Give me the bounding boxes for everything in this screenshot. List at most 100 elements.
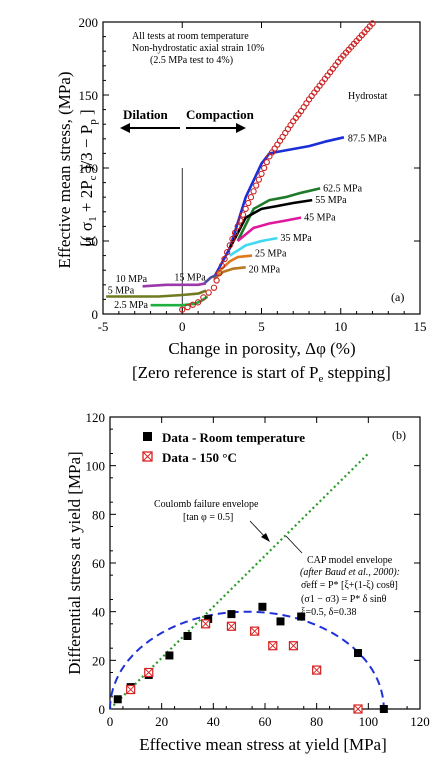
panel-a-label: (a): [391, 290, 404, 304]
hydrostat-marker: [234, 223, 241, 230]
hydrostat-marker: [258, 170, 265, 177]
y-tick-label-a-2: 100: [79, 161, 99, 176]
high-temperature-point: [250, 626, 260, 636]
x-tick-label-b-3: 60: [259, 714, 272, 729]
high-temperature-point-cross: [126, 685, 135, 694]
y-tick-label-a-0: 0: [92, 307, 99, 322]
hydrostat-marker: [189, 301, 196, 308]
room-temperature-point: [276, 617, 285, 626]
chart-b-y-label: Differential stress at yield [MPa]: [65, 451, 84, 674]
chart-a-y-label: Effective mean stress, (MPa): [55, 71, 74, 268]
series-line-10-MPa: [142, 282, 207, 288]
series-label-20-MPa: 20 MPa: [249, 264, 281, 275]
chart-b-points: [113, 602, 388, 714]
legend-room-temperature: Data - Room temperature: [162, 430, 305, 445]
series-line-5-MPa: [106, 289, 207, 298]
series-label-45-MPa: 45 MPa: [304, 213, 336, 224]
x-tick-label-b-0: 0: [107, 714, 114, 729]
high-temperature-point-cross: [353, 704, 363, 714]
series-label-2-5-MPa: 2.5 MPa: [114, 300, 148, 311]
series-line-15-MPa: [203, 273, 218, 285]
y-tick-label-a-4: 200: [79, 15, 99, 30]
y-tick-label-b-1: 20: [92, 653, 105, 668]
hydrostat-marker: [213, 277, 220, 284]
y-tick-label-b-3: 60: [92, 556, 105, 571]
x-tick-label-a-4: 15: [414, 319, 427, 334]
hydrostat-marker: [200, 294, 207, 301]
cap-envelope-curve: [109, 610, 385, 710]
series-line-25-MPa: [216, 254, 253, 275]
cap-equation-3: ξ=0.5, δ=0.38: [301, 607, 356, 618]
hydrostat-marker: [210, 284, 218, 291]
series-label-35-MPa: 35 MPa: [280, 233, 312, 244]
hydrostat-marker: [218, 262, 226, 269]
y-tick-label-b-5: 100: [86, 459, 106, 474]
high-temperature-point: [268, 641, 278, 651]
high-temperature-point: [353, 704, 363, 714]
coulomb-envelope-line: [109, 452, 370, 710]
hydrostat-marker: [205, 289, 212, 296]
chart-b-x-label: Effective mean stress at yield [MPa]: [139, 735, 387, 754]
series-label-15-MPa: 15 MPa: [174, 272, 206, 283]
hydrostat-label: Hydrostat: [348, 91, 388, 102]
room-temperature-point: [354, 649, 362, 658]
y-tick-label-b-2: 40: [92, 605, 105, 620]
chart-a-x-label: Change in porosity, Δφ (%): [168, 339, 355, 358]
hydrostat-marker: [369, 20, 376, 27]
room-temperature-point: [183, 632, 192, 640]
hydrostat-marker: [263, 159, 270, 166]
hydrostat-marker: [242, 205, 249, 213]
series-line-35-MPa: [229, 236, 278, 257]
x-tick-label-a-3: 10: [334, 319, 347, 334]
note-line-2: Non-hydrostatic axial strain 10%: [132, 43, 264, 54]
hydrostat-marker: [216, 269, 223, 277]
hydrostat-marker: [245, 199, 252, 207]
x-tick-label-b-2: 40: [207, 714, 220, 729]
hydrostat-marker: [237, 217, 244, 224]
high-temperature-point-cross: [227, 621, 236, 631]
hydrostat-marker: [179, 306, 186, 313]
dilation-compaction-arrows: Dilation Compaction: [120, 107, 255, 133]
coulomb-label: Coulomb failure envelope: [154, 499, 259, 510]
high-temperature-point: [226, 621, 237, 631]
high-temperature-point: [312, 665, 322, 675]
high-temperature-point-cross: [268, 641, 278, 651]
cap-equation-2: (σ1 − σ3) = P* δ sinθ: [301, 594, 387, 605]
hydrostat-marker: [247, 194, 255, 201]
x-tick-label-a-0: -5: [98, 319, 109, 334]
series-label-10-MPa: 10 MPa: [116, 274, 148, 285]
x-tick-label-a-2: 5: [258, 319, 265, 334]
cap-pointer-line: [285, 535, 303, 554]
hydrostat-marker: [221, 255, 228, 263]
room-temperature-point: [297, 612, 306, 621]
hydrostat-marker: [239, 211, 247, 218]
hydrostat-marker: [224, 249, 231, 256]
chart-a-x-sublabel: [Zero reference is start of Pe stepping]: [132, 363, 391, 385]
dilation-arrowhead: [120, 123, 130, 133]
series-line-45-MPa: [236, 216, 302, 243]
note-line-1: All tests at room temperature: [132, 31, 249, 42]
room-temperature-point: [113, 695, 122, 704]
cap-label-2: (after Baud et al., 2000):: [300, 567, 400, 578]
hydrostat-marker: [184, 304, 191, 311]
chart-a-series: [106, 136, 345, 307]
series-label-87-5-MPa: 87.5 MPa: [348, 133, 387, 144]
chart-a-hydrostat-markers: [179, 20, 376, 313]
room-temperature-point: [379, 705, 388, 713]
hydrostat-marker: [250, 188, 257, 195]
y-tick-label-b-0: 0: [99, 702, 106, 717]
high-temperature-point-cross: [201, 619, 210, 629]
dilation-label: Dilation: [123, 107, 169, 122]
high-temperature-point-cross: [289, 641, 298, 651]
hydrostat-marker: [229, 235, 236, 243]
room-temperature-point: [258, 602, 267, 611]
x-tick-label-b-5: 100: [359, 714, 379, 729]
high-temperature-point-cross: [144, 668, 154, 677]
legend-marker-room: [143, 432, 152, 441]
legend-marker-150c: [142, 451, 153, 462]
high-temperature-point: [288, 641, 299, 651]
